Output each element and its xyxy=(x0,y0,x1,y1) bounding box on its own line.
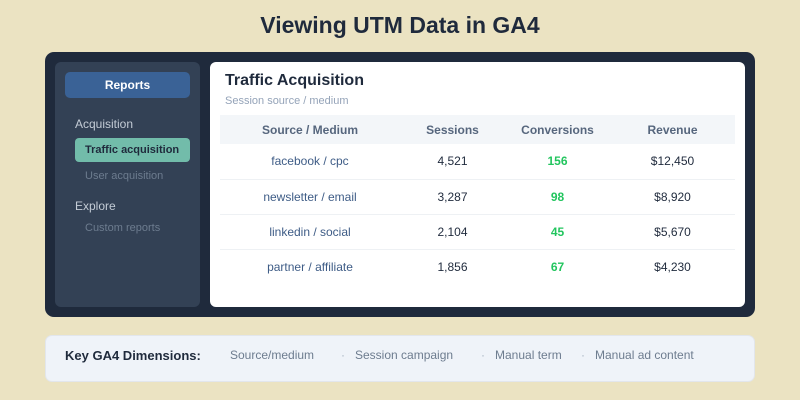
table-row[interactable]: facebook / cpc 4,521 156 $12,450 xyxy=(220,144,735,179)
sidebar-section-acquisition[interactable]: Acquisition xyxy=(75,117,134,131)
sidebar-section-explore[interactable]: Explore xyxy=(75,199,116,213)
dimension-source-medium: Source/medium xyxy=(230,348,315,362)
source-medium-cell[interactable]: facebook / cpc xyxy=(271,154,349,169)
table-header-row: Source / Medium Sessions Conversions Rev… xyxy=(220,115,735,144)
dimension-manual-term: Manual term xyxy=(495,348,562,362)
revenue-cell: $12,450 xyxy=(650,154,695,169)
reports-button[interactable]: Reports xyxy=(65,72,190,98)
column-header-sessions[interactable]: Sessions xyxy=(426,122,479,137)
key-dimensions-label: Key GA4 Dimensions: xyxy=(65,348,201,363)
dot-separator: · xyxy=(481,348,485,362)
sidebar-item-user-acquisition[interactable]: User acquisition xyxy=(85,170,164,182)
sessions-cell: 2,104 xyxy=(400,213,505,249)
sessions-cell: 3,287 xyxy=(400,178,505,214)
source-medium-cell[interactable]: partner / affiliate xyxy=(220,248,400,284)
sidebar: Reports Acquisition Traffic acquisition … xyxy=(55,62,200,307)
table-row[interactable]: newsletter / email 3,287 98 $8,920 xyxy=(220,178,735,214)
conversions-cell: 67 xyxy=(505,248,610,284)
report-title: Traffic Acquisition xyxy=(225,72,364,89)
dot-separator: · xyxy=(341,348,345,362)
report-subtitle: Session source / medium xyxy=(225,95,349,107)
conversions-cell: 156 xyxy=(547,154,568,169)
conversions-cell: 98 xyxy=(505,178,610,214)
source-medium-cell[interactable]: linkedin / social xyxy=(220,213,400,249)
source-medium-cell[interactable]: newsletter / email xyxy=(220,178,400,214)
ga4-window: Reports Acquisition Traffic acquisition … xyxy=(45,52,755,317)
revenue-cell: $5,670 xyxy=(610,213,735,249)
sidebar-item-traffic-acquisition[interactable]: Traffic acquisition xyxy=(75,138,190,162)
dimension-manual-ad-content: Manual ad content xyxy=(595,348,694,362)
revenue-cell: $8,920 xyxy=(610,178,735,214)
column-header-source-medium[interactable]: Source / Medium xyxy=(261,122,359,137)
dimension-session-campaign: Session campaign xyxy=(355,348,454,362)
sessions-cell: 1,856 xyxy=(400,248,505,284)
table-row[interactable]: partner / affiliate 1,856 67 $4,230 xyxy=(220,248,735,284)
sidebar-item-custom-reports[interactable]: Custom reports xyxy=(85,222,161,234)
conversions-cell: 45 xyxy=(505,213,610,249)
sessions-cell: 4,521 xyxy=(437,154,468,169)
report-panel: Traffic Acquisition Session source / med… xyxy=(210,62,745,307)
traffic-table: Source / Medium Sessions Conversions Rev… xyxy=(220,115,735,284)
column-header-revenue[interactable]: Revenue xyxy=(647,122,698,137)
page-title: Viewing UTM Data in GA4 xyxy=(260,12,540,38)
key-dimensions-bar: Key GA4 Dimensions: Source/medium · Sess… xyxy=(45,335,755,382)
revenue-cell: $4,230 xyxy=(610,248,735,284)
column-header-conversions[interactable]: Conversions xyxy=(521,122,594,137)
dot-separator: · xyxy=(581,348,585,362)
table-row[interactable]: linkedin / social 2,104 45 $5,670 xyxy=(220,213,735,249)
